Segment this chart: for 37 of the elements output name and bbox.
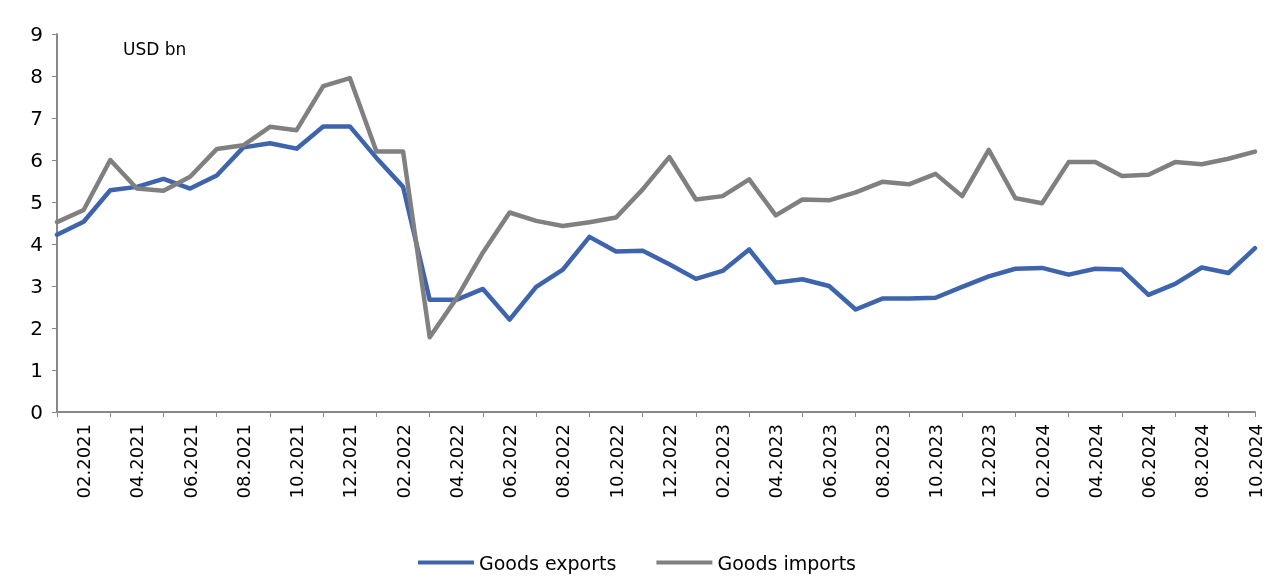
x-tick-label: 08.2021	[232, 424, 254, 499]
x-tick-label: 06.2022	[499, 424, 521, 499]
x-tick-label: 02.2022	[392, 424, 414, 499]
x-tick-label: 06.2023	[818, 424, 840, 499]
x-tick-label: 04.2021	[126, 424, 148, 499]
legend-label: Goods imports	[717, 551, 857, 574]
y-tick-label: 6	[30, 148, 43, 172]
x-tick-label: 08.2024	[1191, 424, 1213, 499]
x-tick-label: 06.2024	[1138, 424, 1160, 499]
x-tick-label: 10.2021	[286, 424, 308, 499]
x-tick-label: 04.2024	[1084, 424, 1106, 499]
y-tick-label: 4	[30, 232, 43, 256]
x-tick-label: 10.2024	[1244, 424, 1266, 499]
x-tick-label: 10.2023	[925, 424, 947, 499]
y-tick-label: 1	[30, 358, 43, 382]
y-tick-label: 5	[30, 190, 43, 214]
x-tick-label: 06.2021	[179, 424, 201, 499]
line-series	[54, 124, 1258, 322]
y-tick-label: 0	[30, 400, 43, 424]
x-tick-label: 08.2023	[871, 424, 893, 499]
x-tick-label: 04.2022	[445, 424, 467, 499]
y-tick-label: 9	[30, 22, 43, 46]
x-tick-label: 08.2022	[552, 424, 574, 499]
x-tick-label: 02.2021	[73, 424, 95, 499]
y-tick-label: 7	[30, 106, 43, 130]
y-tick-label: 8	[30, 64, 43, 88]
y-tick-label: 3	[30, 274, 43, 298]
x-tick-label: 02.2023	[712, 424, 734, 499]
x-tick-label: 12.2023	[978, 424, 1000, 499]
x-tick-label: 12.2022	[658, 424, 680, 499]
x-tick-label: 12.2021	[339, 424, 361, 499]
y-tick-label: 2	[30, 316, 43, 340]
x-tick-label: 02.2024	[1031, 424, 1053, 499]
annotation: USD bn	[123, 38, 187, 59]
legend-label: Goods exports	[478, 551, 617, 574]
x-tick-label: 04.2023	[765, 424, 787, 499]
x-tick-label: 10.2022	[605, 424, 627, 499]
